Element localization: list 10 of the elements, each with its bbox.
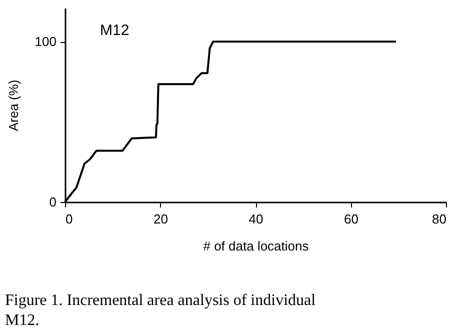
x-axis-title: # of data locations [203,238,310,254]
x-tick-label: 0 [66,212,73,226]
x-tick-label: 40 [248,212,264,226]
x-tick-label: 80 [432,212,446,226]
x-tick-label: 20 [154,212,168,226]
caption: Figure 1. Incremental area analysis of individual M12. [5,292,316,329]
x-tick-label: 60 [344,212,358,226]
annotation: M12 [100,22,130,39]
y-tick-label: 100 [34,34,56,50]
y-axis-title: Area (%) [6,80,21,132]
